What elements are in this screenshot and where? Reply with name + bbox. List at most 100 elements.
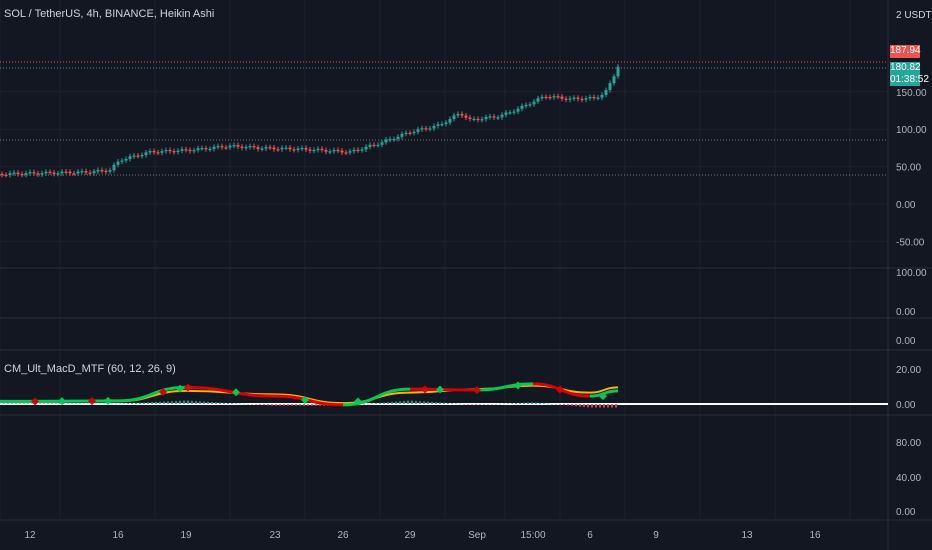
histogram-bar [427, 401, 429, 404]
candle-body [28, 172, 32, 174]
histogram-bar [195, 401, 197, 404]
histogram-bar [231, 403, 233, 404]
candle-body [36, 173, 40, 175]
candle-body [224, 147, 228, 149]
y-tick-label: -50.00 [896, 237, 925, 248]
candle-body [588, 97, 592, 99]
histogram-bar [399, 401, 401, 404]
histogram-bar [475, 404, 477, 405]
histogram-bar [171, 401, 173, 404]
candle-body [552, 96, 556, 98]
cross-marker [514, 381, 522, 390]
histogram-bar [435, 402, 437, 404]
y-tick-label: 80.00 [896, 438, 921, 449]
cross-marker [184, 383, 192, 392]
histogram-bar [439, 402, 441, 404]
candle-body [400, 133, 404, 137]
histogram-bar [219, 402, 221, 404]
histogram-bar [391, 401, 393, 404]
histogram-bar [279, 404, 281, 406]
x-tick-label: 15:00 [520, 530, 545, 541]
candle-body [228, 145, 232, 148]
candle-body [540, 96, 544, 99]
histogram-bar [307, 404, 309, 406]
candle-body [408, 132, 412, 135]
indicator-title[interactable]: CM_Ult_MacD_MTF (60, 12, 26, 9) [4, 363, 176, 375]
histogram-bar [443, 402, 445, 404]
histogram-bar [235, 403, 237, 404]
histogram-bar [583, 404, 585, 407]
histogram-bar [31, 403, 33, 404]
candle-body [308, 149, 312, 151]
candle-body [212, 146, 216, 149]
histogram-bar [43, 403, 45, 405]
histogram-bar [299, 404, 301, 406]
candle-body [292, 149, 296, 151]
histogram-bar [559, 404, 561, 405]
histogram-bar [387, 402, 389, 404]
histogram-bar [111, 403, 113, 405]
candle-body [312, 149, 316, 152]
histogram-bar [151, 402, 153, 404]
candle-body [16, 172, 20, 175]
candle-body [484, 117, 488, 120]
candle-body [48, 171, 52, 174]
candle-body [560, 96, 564, 99]
histogram-bar [571, 404, 573, 406]
candle-body [116, 161, 120, 165]
macd-line-segment [342, 387, 411, 407]
candle-body [156, 152, 160, 154]
histogram-bar [511, 403, 513, 404]
x-tick-label: 12 [24, 530, 36, 541]
candle-body [204, 148, 208, 150]
price-axis[interactable]: 150.00 100.00 50.00 0.00 -50.00 100.00 0.00 0.0… [896, 88, 927, 518]
candle-body [76, 171, 80, 174]
histogram-bar [467, 404, 469, 405]
histogram-bar [83, 403, 85, 405]
candle-body [300, 147, 304, 150]
x-tick-label: 16 [809, 530, 821, 541]
histogram-bar [79, 403, 81, 405]
histogram-bar [419, 401, 421, 404]
candle-body [596, 97, 600, 99]
symbol-title[interactable]: SOL / TetherUS, 4h, BINANCE, Heikin Ashi [4, 8, 215, 20]
x-tick-label: 13 [741, 530, 753, 541]
histogram-bar [39, 403, 41, 404]
histogram-bar [503, 403, 505, 405]
histogram-bar [587, 404, 589, 408]
candle-body [372, 144, 376, 147]
candle-body [276, 149, 280, 151]
candle-body [208, 148, 212, 151]
histogram-bar [603, 404, 605, 408]
candle-body [192, 150, 196, 152]
candle-body [188, 149, 192, 152]
candle-body [32, 172, 36, 174]
candle-body [572, 97, 576, 99]
histogram-bar [55, 403, 57, 405]
candle-body [252, 146, 256, 148]
histogram-bar [311, 404, 313, 406]
histogram-bar [507, 403, 509, 404]
candle-body [360, 149, 364, 151]
candlestick-series [0, 64, 620, 178]
candle-body [548, 97, 552, 99]
candle-body [248, 146, 252, 148]
candle-body [616, 66, 620, 77]
histogram-bar [119, 403, 121, 405]
histogram-bar [551, 404, 553, 405]
candle-body [488, 116, 492, 118]
histogram-bar [155, 401, 157, 404]
histogram-bar [47, 403, 49, 405]
histogram-bar [143, 402, 145, 404]
time-axis[interactable]: 12 16 19 23 26 29 Sep 15:00 6 9 13 16 [24, 530, 821, 541]
candle-body [536, 98, 540, 102]
histogram-bar [255, 404, 257, 405]
candle-body [184, 149, 188, 151]
candle-body [452, 115, 456, 120]
histogram-bar [67, 403, 69, 405]
candle-body [444, 122, 448, 125]
candle-body [160, 151, 164, 153]
candle-body [172, 151, 176, 153]
candle-body [420, 128, 424, 130]
